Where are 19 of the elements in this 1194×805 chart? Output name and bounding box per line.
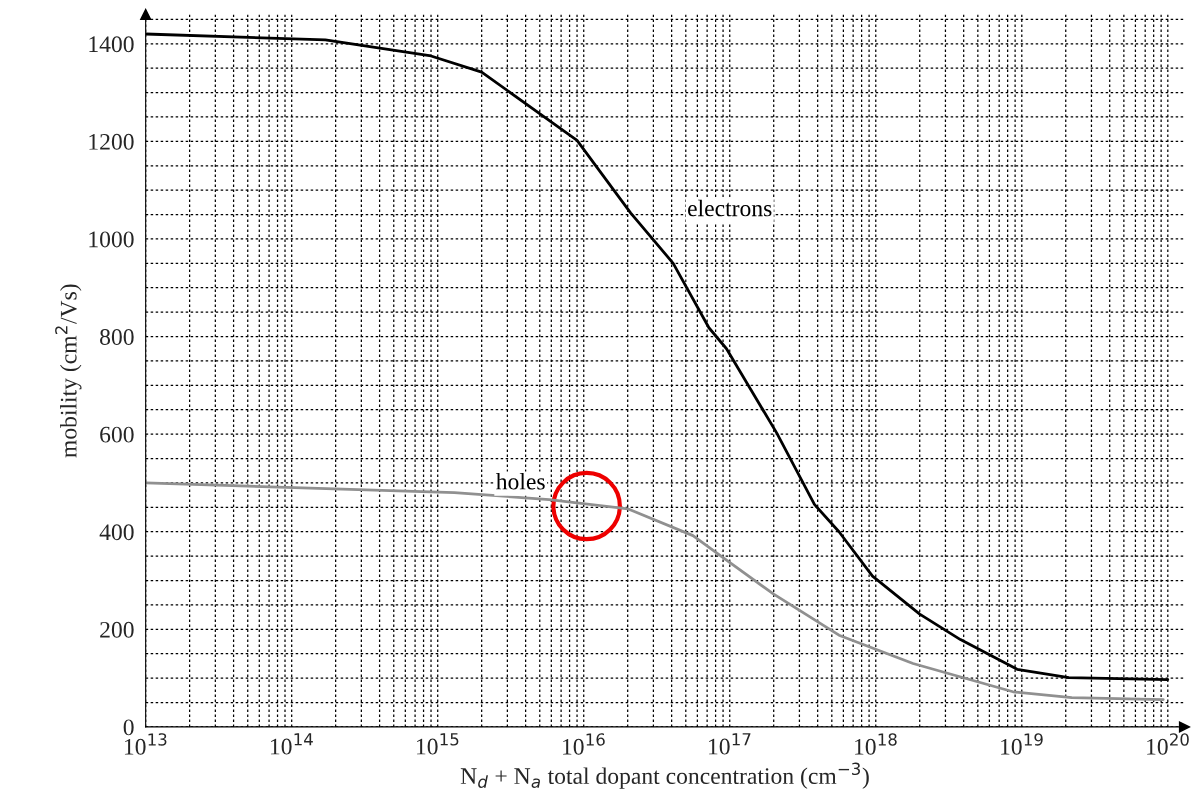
y-tick-label: 1200	[89, 133, 134, 150]
y-tick-label: 800	[100, 329, 134, 345]
x-tick-label: 10$^{19}$	[1001, 733, 1043, 755]
y-tick-label: 400	[99, 524, 134, 541]
y-tick-label: 0	[123, 719, 134, 736]
series-label: holes	[495, 472, 545, 490]
series-label: electrons	[688, 199, 772, 217]
x-tick-label: 10$^{20}$	[1147, 733, 1189, 755]
x-tick-label: 10$^{14}$	[270, 733, 313, 755]
x-tick-label: 10$^{16}$	[563, 733, 605, 755]
y-tick-label: 1400	[89, 36, 134, 53]
y-tick-label: 1000	[89, 231, 134, 248]
x-tick-label: 10$^{17}$	[709, 733, 751, 755]
x-tick-label: 10$^{18}$	[855, 733, 897, 755]
y-axis-title: mobility (cm$^{2}$/Vs)	[55, 284, 82, 458]
y-tick-label: 600	[100, 426, 134, 443]
y-tick-label: 200	[100, 621, 134, 638]
x-axis-title: N$_{d}$ + N$_{a}$ total dopant concentration (cm$^{−3}$)	[460, 762, 869, 789]
x-tick-label: 10$^{15}$	[417, 733, 459, 755]
